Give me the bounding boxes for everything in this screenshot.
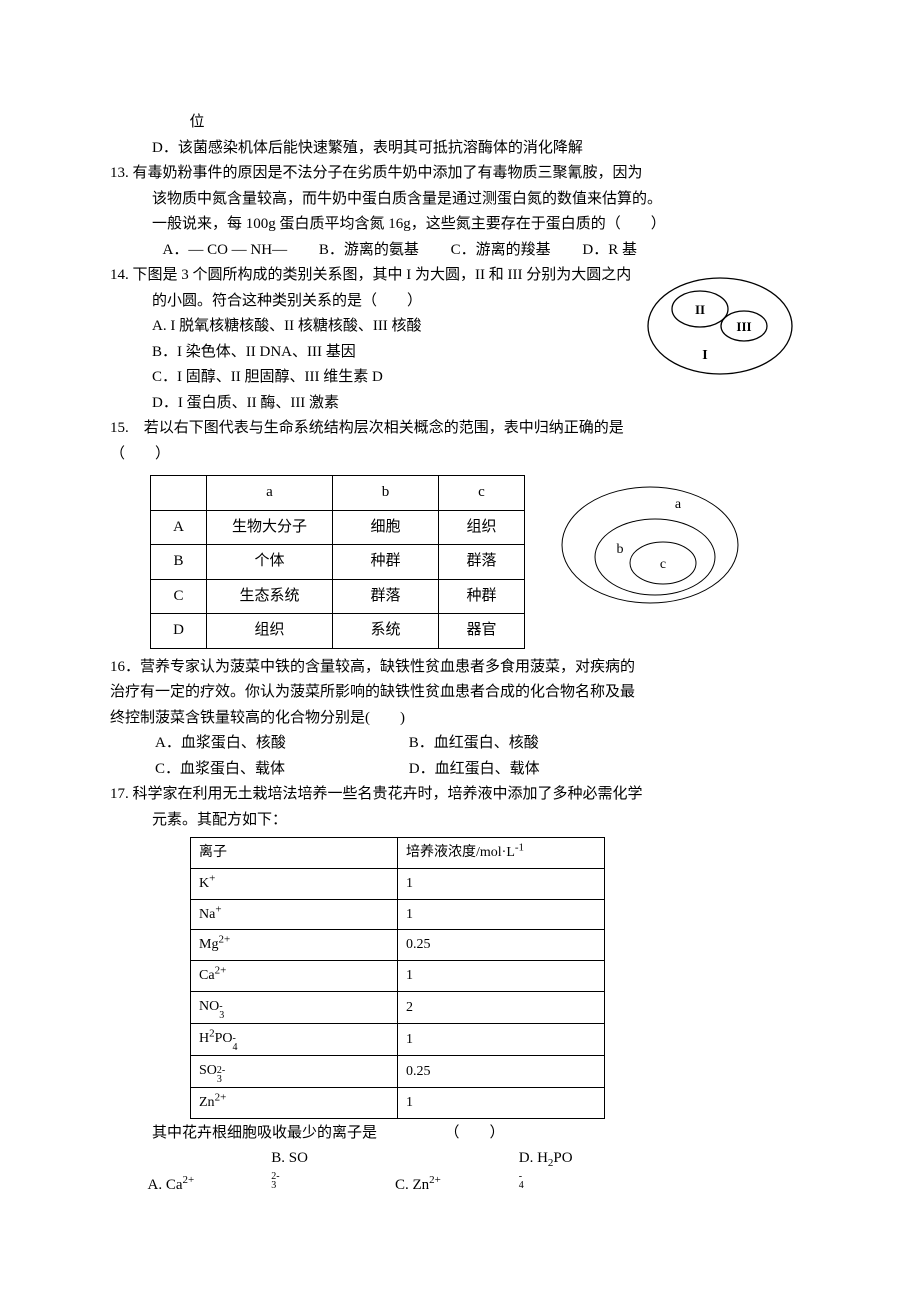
q13-optD: D．R 基	[582, 238, 637, 264]
q17-optC: C. Zn2+	[395, 1173, 515, 1199]
q17-ion-cell: Ca2+	[191, 961, 398, 992]
q17-header-sup: -1	[515, 841, 524, 853]
q15-h3: c	[439, 476, 525, 511]
q12-optD: D．该菌感染机体后能快速繁殖，表明其可抵抗溶酶体的消化降解	[110, 136, 810, 162]
q15-cell: 种群	[439, 579, 525, 614]
q12-tail: 位	[110, 110, 810, 136]
q16-optC: C．血浆蛋白、载体	[155, 757, 405, 783]
q15-cell: 群落	[439, 545, 525, 580]
q16-stem1: 16．营养专家认为菠菜中铁的含量较高，缺铁性贫血患者多食用菠菜，对疾病的	[110, 655, 810, 681]
q13-optA: A．— CO — NH—	[163, 238, 288, 264]
q17-stem1: 17. 科学家在利用无土栽培法培养一些名贵花卉时，培养液中添加了多种必需化学	[110, 782, 810, 808]
q17-conc-cell: 1	[398, 961, 605, 992]
table-row: SO2-30.25	[191, 1055, 605, 1087]
q15-cell: 生态系统	[207, 579, 333, 614]
q16-optD: D．血红蛋白、载体	[409, 757, 659, 783]
q15-diagram: a b c	[555, 475, 755, 620]
q14-label-I: I	[702, 348, 707, 363]
q13-stem2: 该物质中氮含量较高，而牛奶中蛋白质含量是通过测蛋白氮的数值来估算的。	[110, 187, 810, 213]
q15-label-c: c	[660, 557, 666, 572]
q15-header-row: a b c	[151, 476, 525, 511]
q15-cell: 生物大分子	[207, 510, 333, 545]
q15-cell: 器官	[439, 614, 525, 649]
q14-label-III: III	[736, 319, 751, 334]
table-row: Mg2+0.25	[191, 930, 605, 961]
table-row: Ca2+1	[191, 961, 605, 992]
q15-cell: 个体	[207, 545, 333, 580]
q14-circle-I	[648, 278, 792, 374]
q15-stem2: （ ）	[110, 442, 810, 468]
q14-label-II: II	[695, 302, 705, 317]
q17-ion-cell: H2PO-4	[191, 1023, 398, 1055]
q15-h1: a	[207, 476, 333, 511]
q17-header-row: 离子 培养液浓度/mol·L-1	[191, 838, 605, 869]
q13-stem3: 一般说来，每 100g 蛋白质平均含氮 16g，这些氮主要存在于蛋白质的（ ）	[110, 212, 810, 238]
q15-table: a b c A 生物大分子 细胞 组织 B 个体 种群 群落 C 生态系统 群落…	[150, 475, 525, 649]
q15-cell: C	[151, 579, 207, 614]
q16-optB: B．血红蛋白、核酸	[409, 731, 659, 757]
q14-block: 14. 下图是 3 个圆所构成的类别关系图，其中 I 为大圆，II 和 III …	[110, 263, 810, 416]
q14-diagram: II III I	[640, 271, 800, 381]
q15-cell: 组织	[439, 510, 525, 545]
table-row: H2PO-41	[191, 1023, 605, 1055]
table-row: NO-32	[191, 991, 605, 1023]
table-row: Na+1	[191, 899, 605, 930]
q15-cell: D	[151, 614, 207, 649]
q17-ion-cell: Na+	[191, 899, 398, 930]
table-row: K+1	[191, 868, 605, 899]
q17-table: 离子 培养液浓度/mol·L-1 K+1Na+1Mg2+0.25Ca2+1NO-…	[190, 837, 605, 1119]
q15-label-a: a	[675, 497, 682, 512]
q15-cell: 群落	[333, 579, 439, 614]
table-row: A 生物大分子 细胞 组织	[151, 510, 525, 545]
q16-stem3: 终控制菠菜含铁量较高的化合物分别是( )	[110, 706, 810, 732]
q17-ion-cell: NO-3	[191, 991, 398, 1023]
q17-header-conc: 培养液浓度/mol·L-1	[398, 838, 605, 869]
q17-conc-cell: 0.25	[398, 930, 605, 961]
q15-label-b: b	[617, 542, 624, 557]
q13-stem1: 13. 有毒奶粉事件的原因是不法分子在劣质牛奶中添加了有毒物质三聚氰胺，因为	[110, 161, 810, 187]
table-row: B 个体 种群 群落	[151, 545, 525, 580]
q16-optA: A．血浆蛋白、核酸	[155, 731, 405, 757]
q14-optD: D．I 蛋白质、II 酶、III 激素	[110, 391, 810, 417]
q15-cell: 系统	[333, 614, 439, 649]
q17-header-conc-text: 培养液浓度/mol·L	[406, 845, 515, 860]
table-row: D 组织 系统 器官	[151, 614, 525, 649]
q13-options: A．— CO — NH— B．游离的氨基 C．游离的羧基 D．R 基	[110, 238, 810, 264]
q17-conc-cell: 1	[398, 899, 605, 930]
q15-cell: A	[151, 510, 207, 545]
q17-ion-cell: K+	[191, 868, 398, 899]
q15-cell: 种群	[333, 545, 439, 580]
q17-conc-cell: 1	[398, 1087, 605, 1118]
q17-conc-cell: 1	[398, 1023, 605, 1055]
q17-ion-cell: Mg2+	[191, 930, 398, 961]
q17-conc-cell: 0.25	[398, 1055, 605, 1087]
q15-cell: 细胞	[333, 510, 439, 545]
q17-conc-cell: 1	[398, 868, 605, 899]
q16-stem2: 治疗有一定的疗效。你认为菠菜所影响的缺铁性贫血患者合成的化合物名称及最	[110, 680, 810, 706]
q15-stem1: 15. 若以右下图代表与生命系统结构层次相关概念的范围，表中归纳正确的是	[110, 416, 810, 442]
q15-cell: 组织	[207, 614, 333, 649]
q13-optB: B．游离的氨基	[319, 238, 419, 264]
q17-options: A. Ca2+ B. SO2-3 C. Zn2+ D. H2PO-4	[110, 1146, 810, 1198]
q17-ion-cell: Zn2+	[191, 1087, 398, 1118]
table-row: C 生态系统 群落 种群	[151, 579, 525, 614]
q17-ion-cell: SO2-3	[191, 1055, 398, 1087]
q15-h2: b	[333, 476, 439, 511]
q15-content: a b c A 生物大分子 细胞 组织 B 个体 种群 群落 C 生态系统 群落…	[150, 475, 810, 649]
table-row: Zn2+1	[191, 1087, 605, 1118]
q17-tail: 其中花卉根细胞吸收最少的离子是 （ ）	[110, 1121, 810, 1147]
q16-options: A．血浆蛋白、核酸 B．血红蛋白、核酸 C．血浆蛋白、载体 D．血红蛋白、载体	[110, 731, 810, 782]
q15-h0	[151, 476, 207, 511]
q17-optD: D. H2PO-4	[519, 1146, 639, 1198]
q17-optB: B. SO2-3	[271, 1146, 391, 1198]
q17-header-ion: 离子	[191, 838, 398, 869]
q17-optA: A. Ca2+	[148, 1173, 268, 1199]
q17-stem2: 元素。其配方如下：	[110, 808, 810, 834]
q17-conc-cell: 2	[398, 991, 605, 1023]
q15-cell: B	[151, 545, 207, 580]
q13-optC: C．游离的羧基	[451, 238, 551, 264]
